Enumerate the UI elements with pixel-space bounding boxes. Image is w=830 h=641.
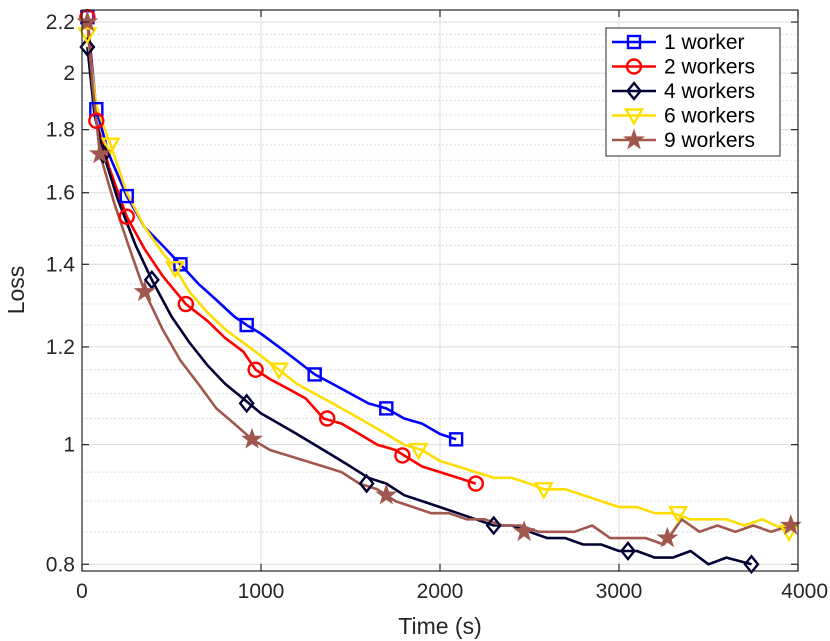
y-tick-label: 1.4 xyxy=(46,253,76,276)
data-point-2-workers xyxy=(247,361,264,378)
legend-marker xyxy=(623,108,645,126)
data-point-4-workers xyxy=(358,473,375,494)
y-tick-label: 1.2 xyxy=(46,336,75,359)
data-point-1-worker xyxy=(239,317,254,333)
data-point-4-workers xyxy=(79,37,96,57)
series-line-2-workers xyxy=(86,17,477,485)
axes: 0.8 1 1.2 1.4 1.6 1.8 2 2.2 0 1000 2000 3000 4000 xyxy=(46,10,828,603)
x-tick-label: 0 xyxy=(76,580,88,603)
y-axis-label: Loss xyxy=(3,266,29,315)
x-axis-label: Time (s) xyxy=(398,613,481,639)
x-tick-label: 4000 xyxy=(781,580,828,603)
data-point-2-workers xyxy=(467,475,484,492)
data-point-1-worker xyxy=(119,188,134,204)
legend-label: 2 workers xyxy=(664,56,755,79)
data-point-6-workers xyxy=(77,27,98,45)
data-point-1-worker xyxy=(307,367,322,382)
data-point-2-workers xyxy=(177,295,195,313)
data-point-1-worker xyxy=(89,101,104,117)
data-point-4-workers xyxy=(238,393,255,414)
legend-marker xyxy=(626,34,642,50)
data-point-9-workers xyxy=(656,526,679,548)
x-tick-label: 3000 xyxy=(596,580,643,603)
legend-label: 9 workers xyxy=(664,129,755,152)
y-tick-label: 2 xyxy=(63,62,75,85)
data-point-4-workers xyxy=(619,541,636,561)
legend-label: 1 worker xyxy=(664,31,745,54)
data-point-4-workers xyxy=(743,554,760,575)
data-point-2-workers xyxy=(394,447,411,464)
data-point-2-workers xyxy=(88,112,105,129)
data-point-4-workers xyxy=(485,515,502,536)
legend-label: 6 workers xyxy=(664,105,755,128)
y-tick-label: 1 xyxy=(63,434,75,457)
data-point-2-workers xyxy=(118,208,135,225)
data-point-9-workers xyxy=(88,142,111,164)
legend-label: 4 workers xyxy=(664,80,755,103)
data-point-1-worker xyxy=(173,257,188,272)
series-line-4-workers xyxy=(86,46,752,566)
x-tick-label: 2000 xyxy=(417,580,464,603)
data-point-6-workers xyxy=(165,260,186,279)
legend-marker xyxy=(625,58,643,75)
data-point-9-workers xyxy=(133,280,156,302)
data-point-6-workers xyxy=(268,362,289,381)
data-point-6-workers xyxy=(533,482,554,500)
y-tick-label: 1.8 xyxy=(46,119,75,142)
data-point-9-workers xyxy=(241,427,264,449)
x-tick-label: 1000 xyxy=(238,580,285,603)
y-tick-label: 2.2 xyxy=(46,11,75,34)
data-point-9-workers xyxy=(76,10,99,32)
data-point-6-workers xyxy=(408,442,429,461)
marker-layer xyxy=(76,8,802,575)
data-point-9-workers xyxy=(513,520,536,542)
y-tick-label: 0.8 xyxy=(46,553,75,576)
y-tick-label: 1.6 xyxy=(46,182,75,205)
data-point-1-worker xyxy=(448,432,464,447)
data-point-6-workers xyxy=(100,137,121,156)
data-point-6-workers xyxy=(668,505,689,524)
legend-marker xyxy=(623,128,645,150)
data-point-1-worker xyxy=(379,401,394,416)
legend-marker xyxy=(625,81,643,101)
data-point-2-workers xyxy=(319,410,336,427)
data-point-9-workers xyxy=(375,483,398,505)
data-point-4-workers xyxy=(143,269,160,290)
